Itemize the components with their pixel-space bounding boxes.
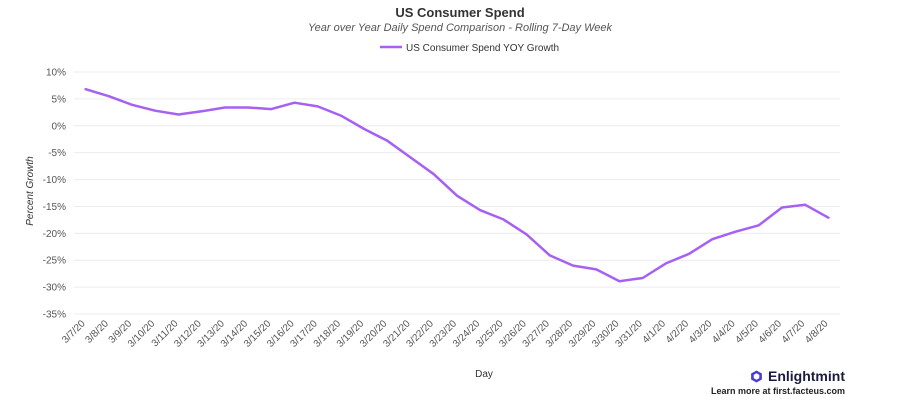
data-point[interactable] — [616, 278, 622, 284]
x-tick-label: 3/7/20 — [60, 318, 88, 346]
data-point[interactable] — [547, 252, 553, 258]
data-point[interactable] — [733, 229, 739, 235]
y-tick-label: 10% — [46, 68, 66, 79]
x-tick-label: 4/7/20 — [780, 318, 808, 346]
data-point[interactable] — [640, 275, 646, 281]
x-tick-label: 4/5/20 — [733, 318, 761, 346]
brand-tagline[interactable]: Learn more at first.facteus.com — [710, 386, 845, 396]
data-point[interactable] — [408, 155, 414, 161]
chart-subtitle: Year over Year Daily Spend Comparison - … — [308, 22, 613, 34]
data-point[interactable] — [245, 104, 251, 110]
data-point[interactable] — [83, 86, 89, 92]
data-point[interactable] — [175, 111, 181, 117]
y-tick-label: 0% — [52, 121, 67, 132]
data-point[interactable] — [756, 222, 762, 228]
data-point[interactable] — [593, 266, 599, 272]
data-point[interactable] — [361, 126, 367, 132]
data-point[interactable] — [384, 138, 390, 144]
y-tick-label: -30% — [43, 283, 66, 294]
x-tick-label: 4/6/20 — [757, 318, 785, 346]
y-tick-label: -35% — [43, 310, 66, 321]
data-point[interactable] — [315, 103, 321, 109]
enlightmint-logo-icon — [751, 369, 762, 383]
data-point[interactable] — [686, 251, 692, 257]
data-point[interactable] — [129, 102, 135, 108]
x-axis-ticks: 3/7/203/8/203/9/203/10/203/11/203/12/203… — [60, 318, 831, 350]
data-point[interactable] — [663, 260, 669, 266]
data-point[interactable] — [222, 104, 228, 110]
y-tick-label: -15% — [43, 202, 66, 213]
x-tick-label: 4/8/20 — [803, 318, 831, 346]
data-point[interactable] — [825, 215, 831, 221]
data-point[interactable] — [431, 171, 437, 177]
x-tick-label: 4/2/20 — [664, 318, 692, 346]
y-axis-ticks: 10% 5% 0% -5% -10% -15% -20% -25% -30% -35% — [43, 68, 66, 321]
legend[interactable]: US Consumer Spend YOY Growth — [380, 43, 559, 54]
brand-block: Enlightmint Learn more at first.facteus.… — [711, 368, 845, 396]
data-point[interactable] — [338, 113, 344, 119]
data-point[interactable] — [106, 93, 112, 99]
data-point[interactable] — [199, 108, 205, 114]
data-point[interactable] — [709, 236, 715, 242]
data-point[interactable] — [500, 216, 506, 222]
series-layer — [83, 86, 831, 284]
data-point[interactable] — [524, 231, 530, 237]
x-axis-label: Day — [475, 369, 493, 380]
y-axis-label: Percent Growth — [25, 156, 36, 226]
legend-label: US Consumer Spend YOY Growth — [406, 43, 559, 54]
data-point[interactable] — [152, 108, 158, 114]
y-tick-label: -5% — [48, 148, 66, 159]
data-point[interactable] — [802, 202, 808, 208]
series-line[interactable] — [84, 87, 830, 283]
data-point[interactable] — [292, 100, 298, 106]
data-point[interactable] — [454, 193, 460, 199]
x-tick-label: 4/4/20 — [710, 318, 738, 346]
y-tick-label: -20% — [43, 229, 66, 240]
data-point[interactable] — [779, 205, 785, 211]
y-tick-label: 5% — [52, 94, 67, 105]
x-tick-label: 4/1/20 — [641, 318, 669, 346]
data-point[interactable] — [268, 106, 274, 112]
data-point[interactable] — [570, 263, 576, 269]
x-tick-label: 3/8/20 — [83, 318, 111, 346]
chart-title: US Consumer Spend — [395, 5, 524, 20]
x-tick-label: 4/3/20 — [687, 318, 715, 346]
data-point[interactable] — [477, 207, 483, 213]
brand-name: Enlightmint — [768, 368, 845, 384]
gridlines — [74, 71, 840, 315]
y-tick-label: -10% — [43, 175, 66, 186]
y-tick-label: -25% — [43, 256, 66, 267]
